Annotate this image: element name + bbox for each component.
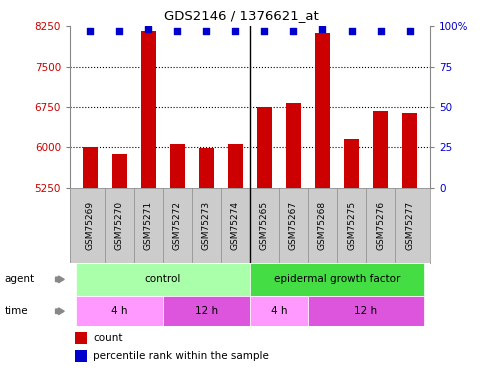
Text: GSM75276: GSM75276 (376, 200, 385, 250)
Bar (75, 350, 87, 362)
Bar (76, 296, 163, 326)
Point (377, 28, 384, 34)
Bar (286, 103, 301, 188)
Text: GSM75277: GSM75277 (405, 200, 414, 250)
Bar (75, 332, 87, 344)
Bar (83, 147, 98, 188)
Text: GSM75269: GSM75269 (86, 200, 95, 250)
Bar (250, 262, 424, 296)
Bar (199, 148, 213, 188)
Text: GSM75271: GSM75271 (144, 200, 153, 250)
Point (202, 28, 210, 34)
Bar (141, 30, 156, 188)
Bar (163, 296, 250, 326)
Text: GSM75270: GSM75270 (115, 200, 124, 250)
Text: GSM75272: GSM75272 (173, 201, 182, 249)
Text: agent: agent (5, 274, 35, 284)
Point (144, 27, 152, 33)
Text: GSM75265: GSM75265 (260, 200, 269, 250)
Bar (76, 262, 250, 296)
Text: epidermal growth factor: epidermal growth factor (274, 274, 400, 284)
Point (115, 28, 123, 34)
Bar (373, 111, 388, 188)
Text: GSM75273: GSM75273 (202, 200, 211, 250)
Text: GDS2146 / 1376621_at: GDS2146 / 1376621_at (164, 9, 319, 22)
Point (290, 28, 298, 34)
Bar (257, 107, 272, 188)
Text: count: count (93, 333, 123, 344)
Bar (402, 113, 417, 188)
Text: GSM75267: GSM75267 (289, 200, 298, 250)
Point (231, 28, 239, 34)
Text: control: control (145, 274, 181, 284)
Bar (308, 296, 424, 326)
Bar (344, 139, 359, 188)
Text: GSM75275: GSM75275 (347, 200, 356, 250)
Text: 4 h: 4 h (111, 306, 128, 316)
Bar (170, 144, 185, 188)
Text: GSM75268: GSM75268 (318, 200, 327, 250)
Bar (250, 296, 308, 326)
Bar (228, 144, 242, 188)
Text: time: time (5, 306, 28, 316)
Text: percentile rank within the sample: percentile rank within the sample (93, 351, 269, 361)
Text: 12 h: 12 h (195, 306, 218, 316)
Text: GSM75274: GSM75274 (231, 201, 240, 249)
Point (319, 27, 327, 33)
Bar (315, 33, 330, 188)
Point (173, 28, 181, 34)
Point (406, 28, 413, 34)
Point (348, 28, 355, 34)
Point (261, 28, 269, 34)
Bar (112, 154, 127, 188)
Text: 12 h: 12 h (355, 306, 378, 316)
Text: 4 h: 4 h (270, 306, 287, 316)
Point (86, 28, 94, 34)
